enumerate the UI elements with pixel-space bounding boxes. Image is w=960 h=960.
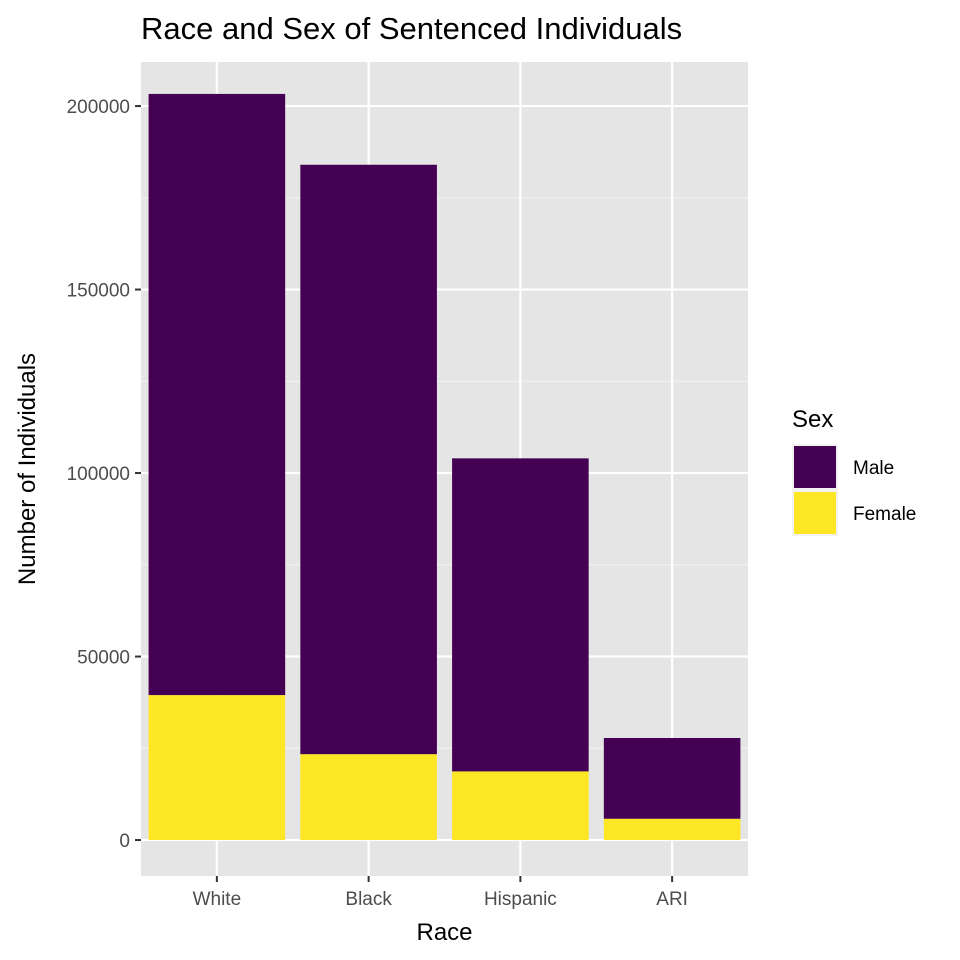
bars [148, 93, 741, 841]
chart-title: Race and Sex of Sentenced Individuals [141, 11, 682, 46]
x-axis: White Black Hispanic ARI [193, 876, 688, 910]
bar-male-ari [603, 738, 741, 819]
legend-swatch-male [794, 446, 836, 488]
x-tick-label: ARI [656, 889, 688, 910]
bar-male-white [148, 93, 286, 696]
y-axis: 0 50000 100000 150000 200000 [67, 97, 141, 852]
x-tick-label: Hispanic [484, 889, 557, 910]
legend-title: Sex [792, 406, 833, 433]
legend-label-female: Female [853, 504, 916, 525]
bar-female-black [300, 754, 437, 841]
bar-female-hispanic [452, 771, 589, 841]
legend-swatch-female [794, 492, 836, 534]
legend: Sex Male Female [792, 406, 916, 536]
bar-male-hispanic [452, 458, 589, 772]
y-tick-label: 100000 [67, 464, 130, 485]
bar-male-black [300, 164, 437, 755]
y-tick-label: 200000 [67, 97, 130, 118]
x-tick-label: White [193, 889, 242, 910]
legend-label-male: Male [853, 458, 894, 479]
y-tick-label: 50000 [77, 648, 130, 669]
y-axis-title: Number of Individuals [14, 353, 41, 585]
x-tick-label: Black [345, 889, 392, 910]
y-tick-label: 0 [119, 831, 130, 852]
x-axis-title: Race [416, 919, 472, 946]
y-tick-label: 150000 [67, 281, 130, 302]
bar-female-white [148, 695, 286, 841]
bar-female-ari [603, 818, 741, 841]
legend-items: Male Female [792, 444, 916, 536]
